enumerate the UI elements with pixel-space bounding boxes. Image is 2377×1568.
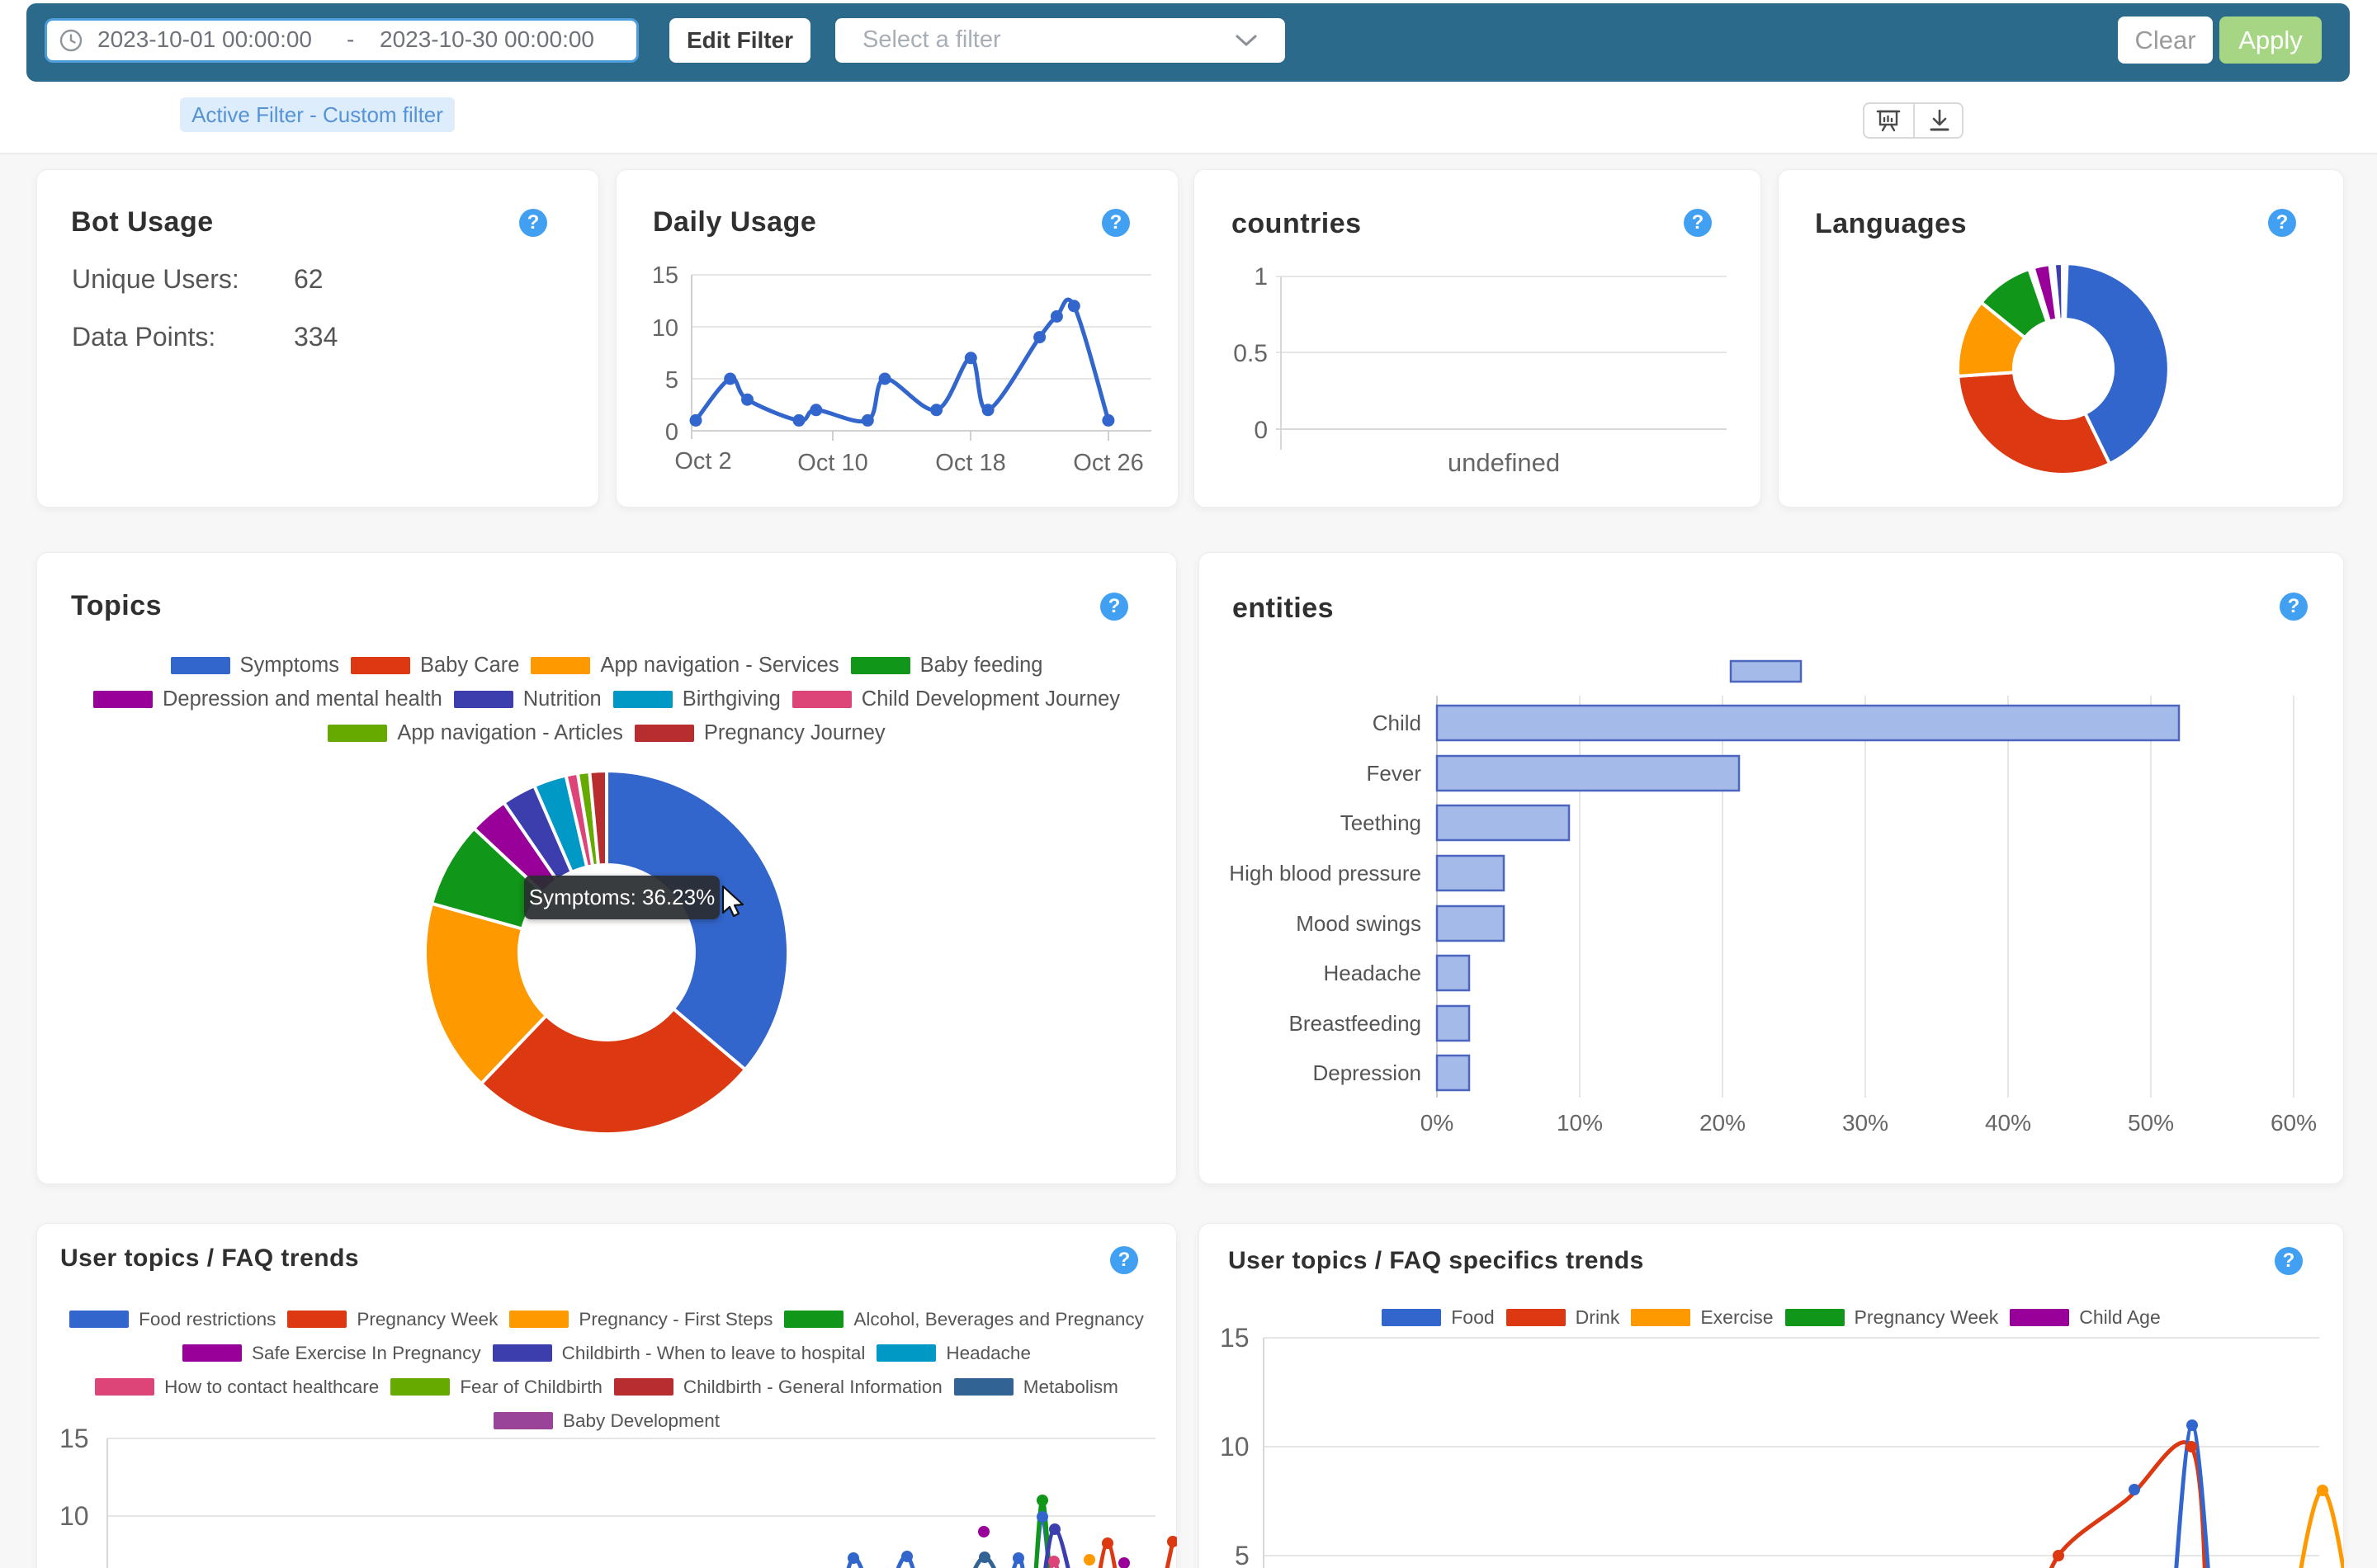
- svg-text:60%: 60%: [2271, 1110, 2317, 1136]
- svg-text:Teething: Teething: [1340, 810, 1421, 835]
- svg-text:50%: 50%: [2128, 1110, 2174, 1136]
- svg-text:10%: 10%: [1557, 1110, 1603, 1136]
- svg-text:Oct 10: Oct 10: [797, 450, 867, 476]
- svg-text:40%: 40%: [1985, 1110, 2031, 1136]
- svg-text:Oct 26: Oct 26: [1073, 450, 1143, 476]
- svg-text:0%: 0%: [1420, 1110, 1453, 1136]
- svg-text:10: 10: [652, 315, 678, 342]
- svg-text:Headache: Headache: [1323, 961, 1421, 985]
- svg-text:Oct 2: Oct 2: [674, 448, 731, 475]
- svg-text:High blood pressure: High blood pressure: [1229, 861, 1421, 886]
- svg-text:20%: 20%: [1699, 1110, 1746, 1136]
- svg-text:Oct 18: Oct 18: [935, 450, 1005, 476]
- svg-text:1: 1: [1254, 263, 1268, 290]
- svg-text:0: 0: [1254, 417, 1268, 444]
- svg-text:5: 5: [665, 367, 678, 394]
- svg-text:0: 0: [665, 419, 678, 446]
- svg-text:Mood swings: Mood swings: [1296, 911, 1421, 936]
- svg-text:undefined: undefined: [1448, 448, 1560, 477]
- svg-text:Child: Child: [1373, 711, 1421, 735]
- svg-text:Fever: Fever: [1367, 761, 1422, 786]
- svg-text:Breastfeeding: Breastfeeding: [1289, 1011, 1421, 1036]
- svg-text:15: 15: [652, 262, 678, 289]
- svg-text:0.5: 0.5: [1233, 340, 1268, 367]
- svg-text:30%: 30%: [1842, 1110, 1888, 1136]
- svg-text:Depression: Depression: [1312, 1060, 1421, 1085]
